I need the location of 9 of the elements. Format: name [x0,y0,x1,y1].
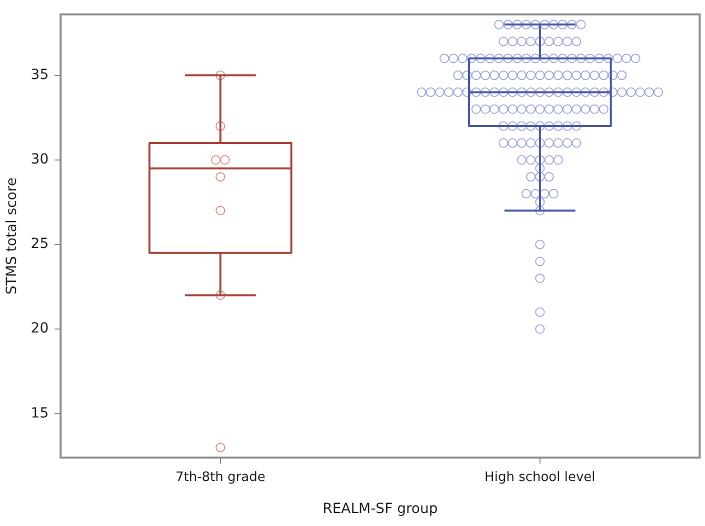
x-tick-label: High school level [484,470,596,485]
y-tick-label: 30 [30,152,49,168]
x-tick-label: 7th-8th grade [175,470,266,485]
x-axis-title: REALM-SF group [322,501,438,518]
y-axis-title: STMS total score [4,178,20,294]
y-tick-label: 25 [30,236,49,252]
y-tick-label: 35 [30,66,49,83]
y-tick-label: 20 [30,320,49,337]
y-tick-label: 15 [30,405,49,422]
